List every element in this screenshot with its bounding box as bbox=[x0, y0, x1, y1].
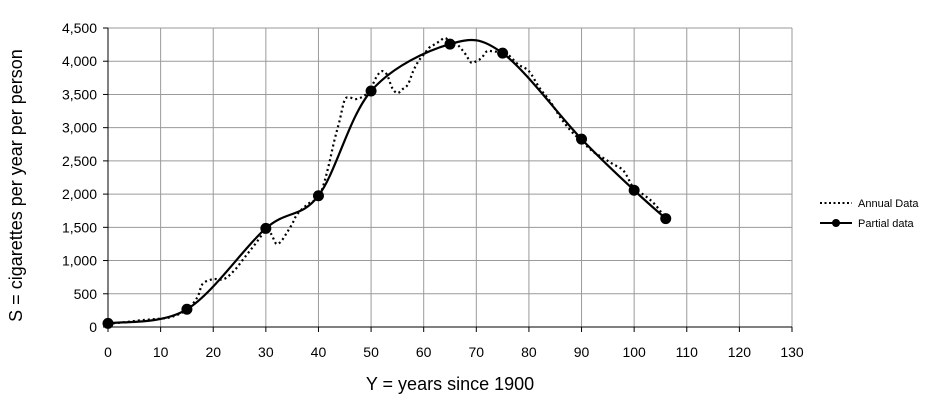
data-point-partial-data bbox=[260, 222, 272, 234]
y-tick-label: 2,500 bbox=[62, 153, 97, 169]
series-line-partial-data bbox=[107, 38, 667, 325]
axes bbox=[103, 27, 793, 332]
data-point-partial-data bbox=[181, 303, 193, 315]
y-tick-label: 4,500 bbox=[62, 20, 97, 36]
x-tick-label: 110 bbox=[676, 344, 699, 360]
data-point-partial-data bbox=[576, 133, 588, 145]
y-tick-label: 2,000 bbox=[62, 186, 97, 202]
series bbox=[102, 36, 672, 329]
x-tick-label: 30 bbox=[258, 344, 274, 360]
y-tick-label: 0 bbox=[89, 319, 97, 335]
x-tick-label: 40 bbox=[311, 344, 327, 360]
x-axis-title: Y = years since 1900 bbox=[366, 374, 534, 394]
x-tick-label: 50 bbox=[363, 344, 379, 360]
grid bbox=[107, 27, 793, 328]
data-point-partial-data bbox=[365, 85, 377, 97]
x-tick-label: 10 bbox=[153, 344, 169, 360]
legend: Annual Data Partial data bbox=[820, 198, 919, 230]
y-axis-title: S = cigarettes per year per person bbox=[6, 49, 26, 322]
data-point-partial-data bbox=[497, 47, 509, 59]
x-tick-label: 70 bbox=[469, 344, 485, 360]
data-point-partial-data bbox=[660, 213, 672, 225]
y-tick-label: 1,500 bbox=[62, 219, 97, 235]
y-tick-label: 1,000 bbox=[62, 253, 97, 269]
legend-label-partial-data: Partial data bbox=[858, 218, 915, 230]
x-tick-label: 100 bbox=[622, 344, 646, 360]
y-tick-label: 3,500 bbox=[62, 86, 97, 102]
series-line-annual-data bbox=[107, 36, 667, 325]
x-tick-label: 130 bbox=[780, 344, 804, 360]
data-point-partial-data bbox=[312, 190, 324, 202]
y-tick-label: 500 bbox=[74, 286, 98, 302]
y-tick-label: 4,000 bbox=[62, 53, 97, 69]
x-tick-label: 20 bbox=[205, 344, 221, 360]
legend-label-annual-data: Annual Data bbox=[858, 198, 919, 210]
tick-labels: 0 10 20 30 40 50 60 70 80 90 100 110 120 130 0 500 1,000… bbox=[62, 20, 804, 360]
data-point-partial-data bbox=[444, 38, 456, 50]
x-tick-label: 0 bbox=[104, 344, 112, 360]
y-tick-label: 3,000 bbox=[62, 120, 97, 136]
x-tick-label: 80 bbox=[521, 344, 537, 360]
x-tick-label: 90 bbox=[574, 344, 590, 360]
x-tick-label: 60 bbox=[416, 344, 432, 360]
data-point-partial-data bbox=[102, 317, 114, 329]
legend-marker-partial-data bbox=[832, 219, 840, 227]
x-tick-label: 120 bbox=[728, 344, 752, 360]
data-point-partial-data bbox=[628, 184, 640, 196]
